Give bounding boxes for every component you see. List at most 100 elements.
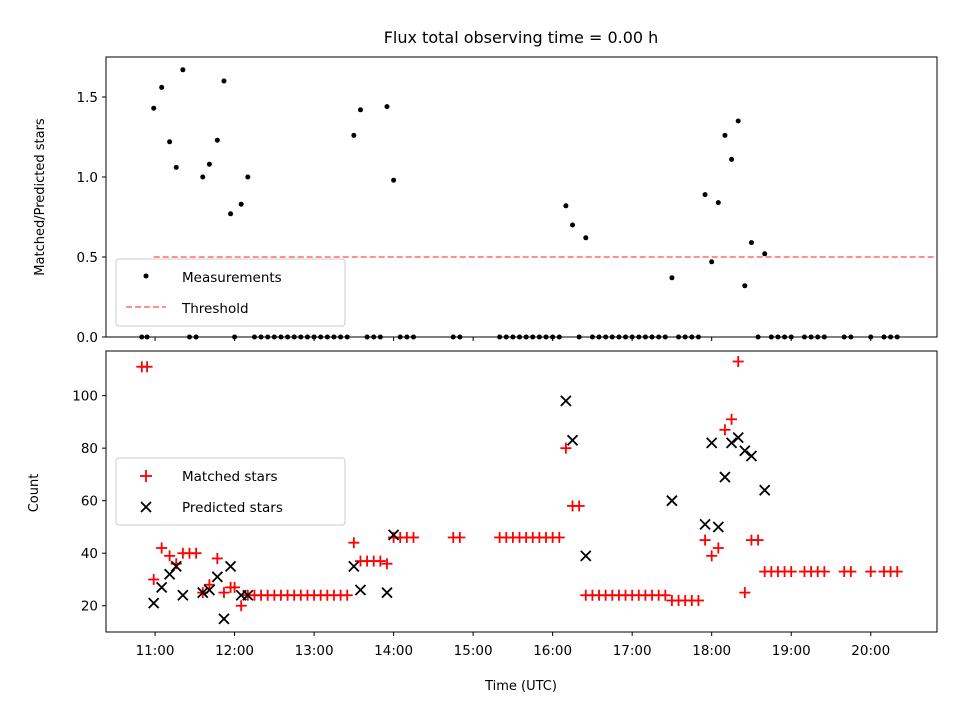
- x-tick-label: 16:00: [533, 643, 572, 659]
- predicted-star-point: [712, 521, 724, 533]
- x-tick-label: 13:00: [295, 643, 334, 659]
- matched-star-point: [732, 356, 744, 368]
- predicted-star-point: [148, 597, 160, 609]
- matched-star-point: [454, 531, 466, 543]
- matched-star-point: [148, 573, 160, 585]
- matched-star-point: [785, 566, 797, 578]
- matched-star-point: [739, 587, 751, 599]
- y-tick-label: 0.5: [77, 250, 98, 266]
- matched-star-point: [891, 566, 903, 578]
- predicted-star-point: [177, 589, 189, 601]
- measurement-point: [351, 132, 357, 138]
- matched-star-point: [560, 442, 572, 454]
- top-axis-ticks: 0.0 0.5 1.0 1.5: [77, 90, 872, 346]
- measurement-point: [238, 201, 244, 207]
- x-tick-label: 17:00: [613, 643, 652, 659]
- predicted-star-point: [218, 613, 230, 625]
- matched-star-point: [341, 589, 353, 601]
- y-tick-label: 100: [72, 389, 98, 405]
- matched-star-point: [407, 531, 419, 543]
- bottom-legend-box: [115, 457, 346, 526]
- top-legend: Measurements Threshold: [115, 258, 346, 327]
- measurement-point: [159, 84, 165, 90]
- matched-star-point: [381, 558, 393, 570]
- top-y-axis-label: Matched/Predicted stars: [33, 118, 48, 276]
- x-tick-label: 18:00: [692, 643, 731, 659]
- predicted-star-point: [739, 445, 751, 457]
- x-tick-label: 12:00: [215, 643, 254, 659]
- measurement-point: [722, 132, 728, 138]
- top-chart-title: Flux total observing time = 0.00 h: [384, 28, 659, 47]
- legend-measurements-label: Measurements: [182, 270, 282, 286]
- matched-star-point: [203, 579, 215, 591]
- bottom-y-axis-label: Count: [27, 474, 42, 513]
- measurement-point: [748, 240, 754, 246]
- predicted-star-point: [203, 584, 216, 596]
- predicted-star-point: [156, 581, 168, 593]
- x-tick-label: 11:00: [136, 643, 175, 659]
- legend-predicted-marker: [140, 501, 152, 513]
- matched-star-point: [818, 566, 830, 578]
- x-tick-label: 20:00: [851, 643, 890, 659]
- measurement-point: [391, 177, 397, 183]
- y-tick-label: 20: [81, 599, 98, 615]
- y-tick-label: 40: [81, 546, 98, 562]
- measurement-point: [214, 137, 220, 143]
- measurement-point: [357, 107, 363, 113]
- matched-star-point: [692, 594, 704, 606]
- predicted-star-point: [699, 518, 711, 530]
- top-legend-box: [115, 258, 346, 327]
- predicted-star-point: [725, 437, 738, 449]
- matched-star-point: [659, 589, 671, 601]
- measurement-point: [735, 118, 741, 124]
- matched-star-point: [719, 424, 731, 436]
- predicted-star-point: [387, 529, 400, 541]
- measurement-point: [384, 104, 390, 110]
- bottom-data-marks: [136, 356, 903, 625]
- measurement-point: [173, 164, 179, 170]
- measurement-point: [762, 251, 768, 257]
- bottom-axis-ticks: 20 40 60 80 100 11:00 12:00 13:00 14:00 15:00 16:0…: [72, 389, 890, 659]
- measurement-point: [702, 192, 708, 198]
- x-tick-label: 15:00: [454, 643, 493, 659]
- matched-star-point: [865, 566, 877, 578]
- matched-star-point: [573, 500, 585, 512]
- matched-star-point: [553, 531, 565, 543]
- y-tick-label: 60: [81, 494, 98, 510]
- predicted-star-point: [348, 560, 360, 572]
- predicted-star-point: [354, 584, 367, 596]
- y-tick-label: 80: [81, 441, 98, 457]
- legend-matched-label: Matched stars: [182, 469, 278, 485]
- matched-star-point: [348, 537, 360, 549]
- matched-star-point: [699, 534, 711, 546]
- predicted-star-point: [170, 560, 182, 572]
- matched-star-point: [706, 550, 718, 562]
- predicted-star-point: [566, 434, 579, 446]
- predicted-star-point: [197, 586, 209, 599]
- legend-measurements-marker: [143, 273, 149, 279]
- x-axis-label: Time (UTC): [484, 679, 557, 694]
- measurement-point: [563, 203, 569, 209]
- measurement-point: [206, 161, 212, 167]
- measurement-point: [151, 105, 157, 111]
- top-plot-frame: [105, 56, 938, 338]
- legend-matched-marker: [140, 470, 152, 482]
- measurement-point: [583, 235, 589, 241]
- x-tick-label: 19:00: [772, 643, 811, 659]
- predicted-star-point: [242, 589, 254, 601]
- matched-star-point: [229, 581, 241, 593]
- predicted-star-point: [560, 395, 572, 407]
- bottom-legend: Matched stars Predicted stars: [115, 457, 346, 526]
- matched-star-point: [218, 587, 230, 599]
- predicted-star-point: [719, 471, 731, 483]
- matched-star-point: [752, 534, 764, 546]
- x-tick-label: 14:00: [374, 643, 413, 659]
- predicted-star-point: [224, 560, 237, 572]
- measurement-point: [709, 259, 715, 265]
- predicted-star-point: [666, 495, 678, 507]
- measurement-point: [228, 211, 234, 217]
- top-axes: Flux total observing time = 0.00 h Match…: [33, 28, 938, 346]
- matched-star-point: [712, 542, 724, 554]
- predicted-star-point: [706, 437, 718, 449]
